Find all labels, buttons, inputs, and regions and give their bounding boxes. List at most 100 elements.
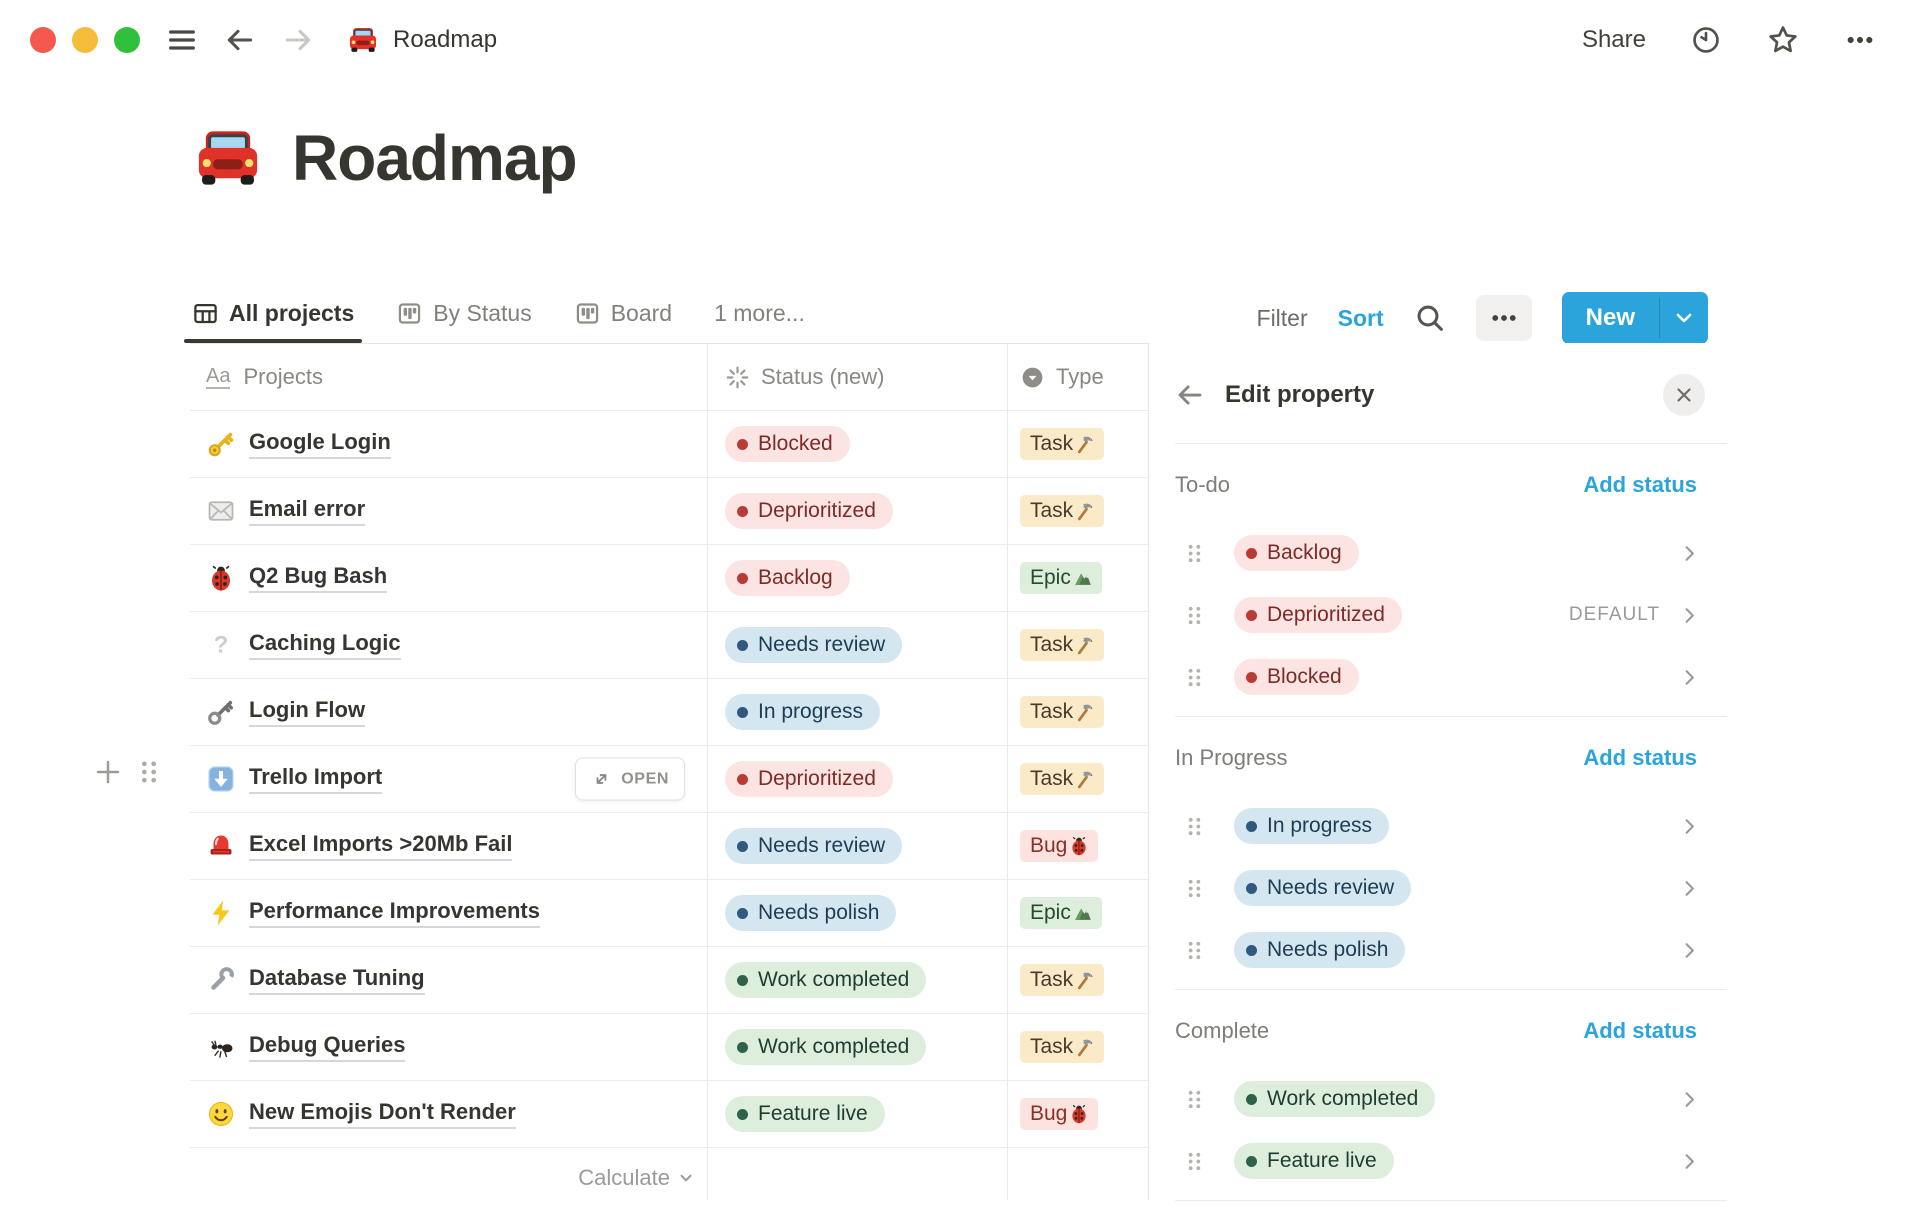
status-option-row[interactable]: Work completed [1175,1068,1727,1130]
chevron-right-icon[interactable] [1678,939,1701,962]
drag-handle-icon[interactable] [1183,1088,1206,1111]
project-cell[interactable]: Login Flow [190,697,707,727]
drag-handle-icon[interactable] [1183,1150,1206,1173]
drag-handle-icon[interactable] [1183,877,1206,900]
status-pill[interactable]: Needs polish [725,895,897,931]
status-option-row[interactable]: Deprioritized DEFAULT [1175,584,1727,646]
new-button[interactable]: New [1561,292,1708,344]
drag-handle-icon[interactable] [1183,542,1206,565]
type-tag[interactable]: Task [1020,763,1105,795]
status-cell[interactable]: Deprioritized [707,761,1007,797]
column-header-projects[interactable]: Aa Projects [190,364,707,390]
type-tag[interactable]: Epic [1020,897,1102,929]
status-pill[interactable]: Deprioritized [725,761,893,797]
status-cell[interactable]: Deprioritized [707,493,1007,529]
window-zoom-button[interactable] [114,27,140,53]
status-pill[interactable]: Needs review [725,627,903,663]
status-cell[interactable]: Blocked [707,426,1007,462]
filter-button[interactable]: Filter [1256,304,1308,331]
calculate-button[interactable]: Calculate [190,1165,695,1191]
tab-all-projects[interactable]: All projects [183,300,363,343]
type-cell[interactable]: Epic [1007,562,1148,594]
type-cell[interactable]: Bug [1007,1098,1148,1130]
tab-board[interactable]: Board [572,300,674,343]
updates-button[interactable] [1690,24,1722,56]
chevron-right-icon[interactable] [1678,815,1701,838]
type-cell[interactable]: Task [1007,428,1148,460]
add-status-button[interactable]: Add status [1583,1018,1697,1043]
type-tag[interactable]: Task [1020,629,1105,661]
status-cell[interactable]: Backlog [707,560,1007,596]
status-option-row[interactable]: Blocked [1175,646,1727,708]
project-name-link[interactable]: Email error [249,496,366,526]
project-name-link[interactable]: New Emojis Don't Render [249,1099,516,1129]
sort-button[interactable]: Sort [1337,304,1384,331]
nav-back-button[interactable] [224,24,256,56]
nav-forward-button[interactable] [282,24,314,56]
status-option-row[interactable]: Backlog [1175,522,1727,584]
type-tag[interactable]: Task [1020,964,1105,996]
car-title-icon[interactable] [190,120,266,196]
status-pill[interactable]: Blocked [725,426,850,462]
panel-back-button[interactable] [1175,380,1205,410]
status-pill[interactable]: Backlog [725,560,850,596]
project-name-link[interactable]: Login Flow [249,697,366,727]
panel-close-button[interactable] [1663,374,1705,416]
status-option-row[interactable]: Needs review [1175,857,1727,919]
add-row-icon[interactable] [93,757,123,787]
status-cell[interactable]: Feature live [707,1096,1007,1132]
chevron-right-icon[interactable] [1678,1088,1701,1111]
status-option-row[interactable]: Needs polish [1175,919,1727,981]
page-more-button[interactable] [1844,24,1876,56]
tab-1-more-[interactable]: 1 more... [712,300,807,343]
project-cell[interactable]: Q2 Bug Bash [190,563,707,593]
drag-handle-icon[interactable] [135,758,163,786]
project-name-link[interactable]: Excel Imports >20Mb Fail [249,831,513,861]
type-cell[interactable]: Task [1007,964,1148,996]
type-cell[interactable]: Task [1007,629,1148,661]
status-pill[interactable]: Work completed [725,962,927,998]
project-cell[interactable]: Email error [190,496,707,526]
column-header-status-new-[interactable]: Status (new) [707,364,1007,390]
sidebar-toggle-button[interactable] [166,24,198,56]
favorite-button[interactable] [1766,23,1800,57]
tab-by-status[interactable]: By Status [394,300,533,343]
drag-handle-icon[interactable] [1183,666,1206,689]
type-tag[interactable]: Epic [1020,562,1102,594]
type-tag[interactable]: Task [1020,1031,1105,1063]
status-pill[interactable]: Feature live [725,1096,885,1132]
project-name-link[interactable]: Q2 Bug Bash [249,563,388,593]
add-status-button[interactable]: Add status [1583,472,1697,497]
window-minimize-button[interactable] [72,27,98,53]
status-cell[interactable]: Needs polish [707,895,1007,931]
share-button[interactable]: Share [1581,26,1646,53]
status-cell[interactable]: In progress [707,694,1007,730]
project-cell[interactable]: ? Caching Logic [190,630,707,660]
drag-handle-icon[interactable] [1183,939,1206,962]
project-cell[interactable]: New Emojis Don't Render [190,1099,707,1129]
chevron-right-icon[interactable] [1678,877,1701,900]
project-cell[interactable]: Debug Queries [190,1032,707,1062]
view-options-button[interactable] [1475,295,1532,341]
project-cell[interactable]: Trello Import OPEN [190,757,707,801]
chevron-right-icon[interactable] [1678,604,1701,627]
project-name-link[interactable]: Database Tuning [249,965,425,995]
status-cell[interactable]: Work completed [707,1029,1007,1065]
add-status-button[interactable]: Add status [1583,745,1697,770]
project-cell[interactable]: Google Login [190,429,707,459]
chevron-right-icon[interactable] [1678,666,1701,689]
type-tag[interactable]: Task [1020,495,1105,527]
new-dropdown-button[interactable] [1660,292,1708,344]
window-close-button[interactable] [30,27,56,53]
status-option-row[interactable]: In progress [1175,795,1727,857]
status-cell[interactable]: Needs review [707,828,1007,864]
type-cell[interactable]: Task [1007,495,1148,527]
drag-handle-icon[interactable] [1183,815,1206,838]
chevron-right-icon[interactable] [1678,1150,1701,1173]
status-cell[interactable]: Needs review [707,627,1007,663]
type-tag[interactable]: Bug [1020,830,1099,862]
status-pill[interactable]: Deprioritized [725,493,893,529]
type-tag[interactable]: Task [1020,428,1105,460]
type-cell[interactable]: Bug [1007,830,1148,862]
project-name-link[interactable]: Caching Logic [249,630,401,660]
